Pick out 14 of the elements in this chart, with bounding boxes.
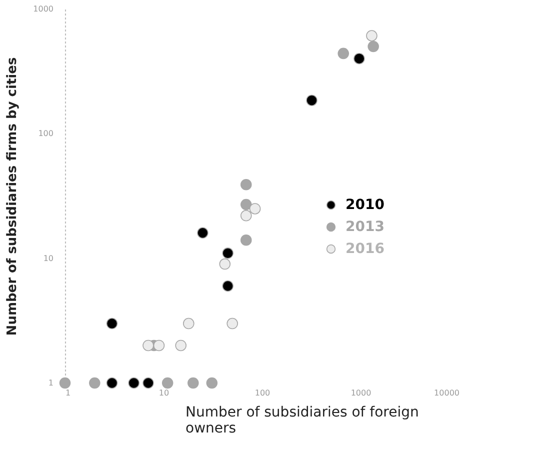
y-tick-label: 1000 [33,4,54,14]
x-tick-label: 100 [254,388,270,398]
legend-label: 2010 [346,197,385,213]
legend-label: 2013 [346,219,384,235]
x-tick-label: 10 [158,388,170,398]
y-tick-label: 10 [43,254,54,263]
x-tick-label: 10000 [434,388,460,398]
y-tick-label: 1 [48,378,54,388]
x-tick-label: 1 [66,388,71,398]
y-axis-title: Number of subsidiaries firms by cities [5,57,20,336]
legend-label: 2016 [346,241,384,257]
x-tick-label: 1000 [350,388,372,398]
y-tick-label: 100 [38,129,54,138]
x-axis-title: Number of subsidiaries of foreign owners [186,404,419,436]
